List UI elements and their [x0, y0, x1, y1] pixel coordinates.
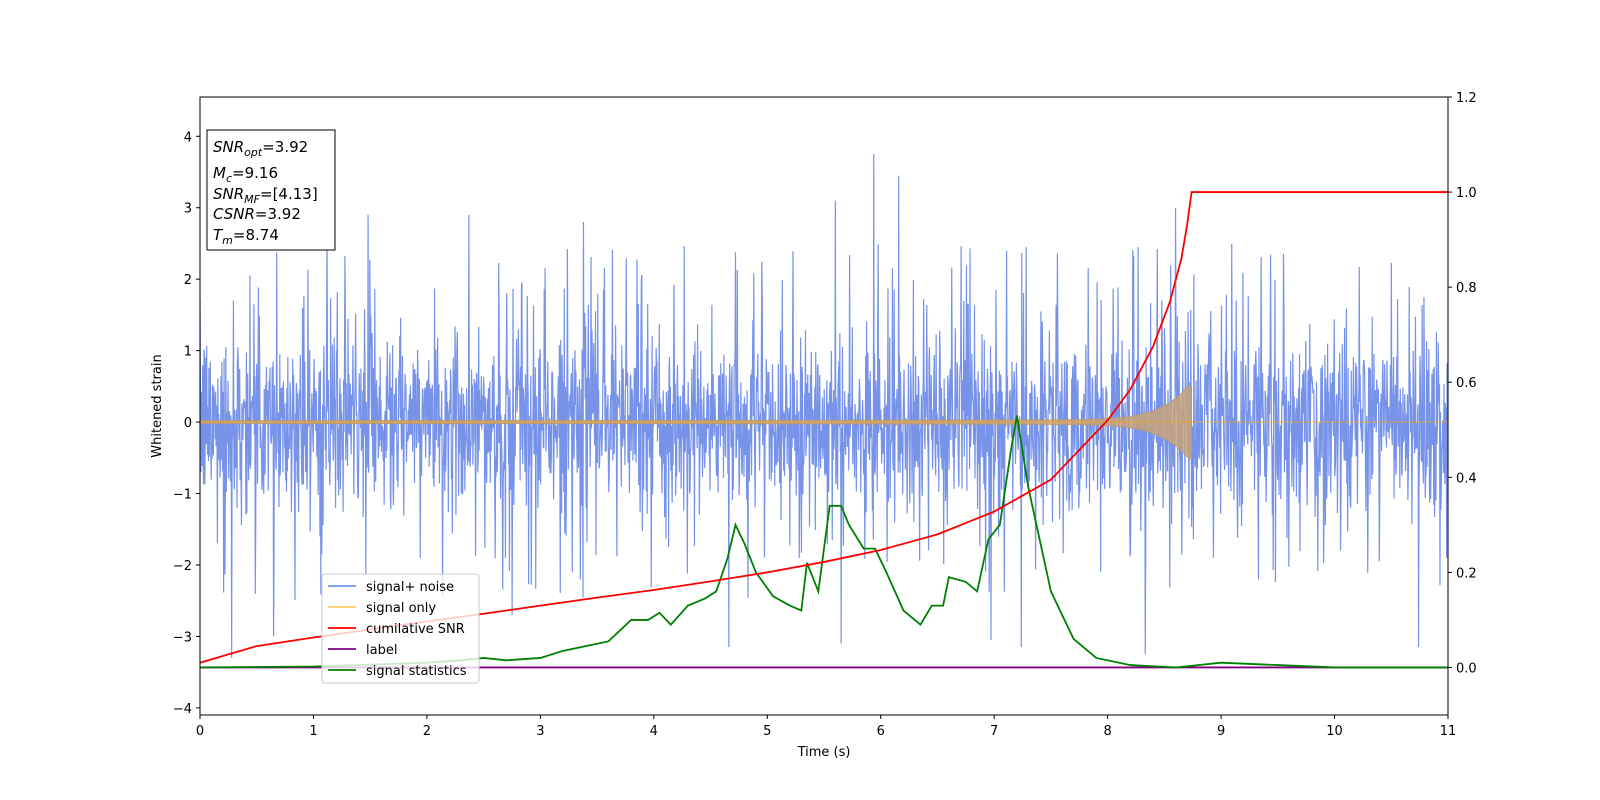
info-line: SNRopt=3.92: [213, 138, 308, 159]
info-line-symbol: T: [213, 226, 224, 244]
y-axis-label-left: Whitened strain: [150, 354, 165, 457]
y-tick-label-left: 0: [184, 416, 192, 431]
y-tick-label-left: −2: [173, 559, 192, 574]
y-tick-label-left: 3: [184, 202, 192, 217]
info-line-value: =8.74: [233, 226, 279, 244]
y-tick-label-left: 1: [184, 345, 192, 360]
y-tick-label-left: 4: [184, 130, 192, 145]
info-line-symbol: CSNR: [213, 205, 255, 223]
x-tick-label: 7: [990, 724, 998, 739]
x-tick-label: 8: [1103, 724, 1111, 739]
y-tick-label-left: −3: [173, 630, 192, 645]
x-tick-label: 9: [1217, 724, 1225, 739]
info-line-symbol: M: [213, 164, 226, 182]
info-line: CSNR=3.92: [213, 205, 301, 223]
legend-entry-label: signal only: [366, 601, 436, 616]
info-line-value: =3.92: [262, 138, 308, 156]
info-line: Tm=8.74: [213, 226, 279, 247]
y-tick-label-right: 1.0: [1456, 186, 1477, 201]
y-tick-label-right: 0.6: [1456, 376, 1477, 391]
x-tick-label: 10: [1326, 724, 1343, 739]
info-line-subscript: c: [226, 172, 232, 185]
legend-entry-label: signal+ noise: [366, 580, 454, 595]
series-signal-statistics-line: [200, 415, 1448, 669]
y-tick-label-left: 2: [184, 273, 192, 288]
info-box: SNRopt=3.92Mc=9.16SNRMF=[4.13]CSNR=3.92T…: [206, 129, 336, 251]
x-tick-label: 4: [650, 724, 658, 739]
info-line-subscript: MF: [244, 193, 260, 206]
series-signal-noise-line: [200, 154, 1448, 658]
y-tick-label-right: 1.2: [1456, 91, 1477, 106]
x-tick-label: 1: [309, 724, 317, 739]
info-line: SNRMF=[4.13]: [213, 185, 318, 206]
info-line-subscript: opt: [244, 146, 263, 159]
legend-frame: [321, 573, 480, 684]
y-tick-label-left: −4: [173, 702, 192, 717]
y-tick-label-right: 0.0: [1456, 661, 1477, 676]
legend-entry-label: label: [366, 643, 397, 658]
info-line-value: =3.92: [255, 205, 301, 223]
info-box-frame: [206, 129, 336, 251]
info-line-symbol: SNR: [213, 185, 244, 203]
legend-entry-label: signal statistics: [366, 664, 467, 679]
x-tick-label: 5: [763, 724, 771, 739]
y-tick-label-right: 0.8: [1456, 281, 1477, 296]
y-tick-label-right: 0.2: [1456, 566, 1477, 581]
info-line-symbol: SNR: [213, 138, 244, 156]
info-line-subscript: m: [222, 234, 233, 247]
axes: 0 1 2 3 4 5 6 7 8 9 10 11 −4 −3 −2 −1 0 1 2 3 4 0.0 0.2 0.4 0.6 0…: [173, 91, 1477, 739]
x-tick-label: 0: [196, 724, 204, 739]
info-line-value: =[4.13]: [260, 185, 318, 203]
x-tick-label: 2: [423, 724, 431, 739]
x-tick-label: 11: [1440, 724, 1457, 739]
y-tick-label-left: −1: [173, 488, 192, 503]
x-tick-label: 6: [877, 724, 885, 739]
y-tick-label-right: 0.4: [1456, 471, 1477, 486]
info-line: Mc=9.16: [213, 164, 278, 185]
x-tick-label: 3: [536, 724, 544, 739]
info-line-value: =9.16: [232, 164, 278, 182]
axes-frame: [199, 96, 1449, 716]
legend: signal+ noise signal only cumilative SNR la…: [321, 573, 480, 684]
x-axis-label: Time (s): [797, 745, 851, 760]
legend-entry-label: cumilative SNR: [366, 622, 465, 637]
